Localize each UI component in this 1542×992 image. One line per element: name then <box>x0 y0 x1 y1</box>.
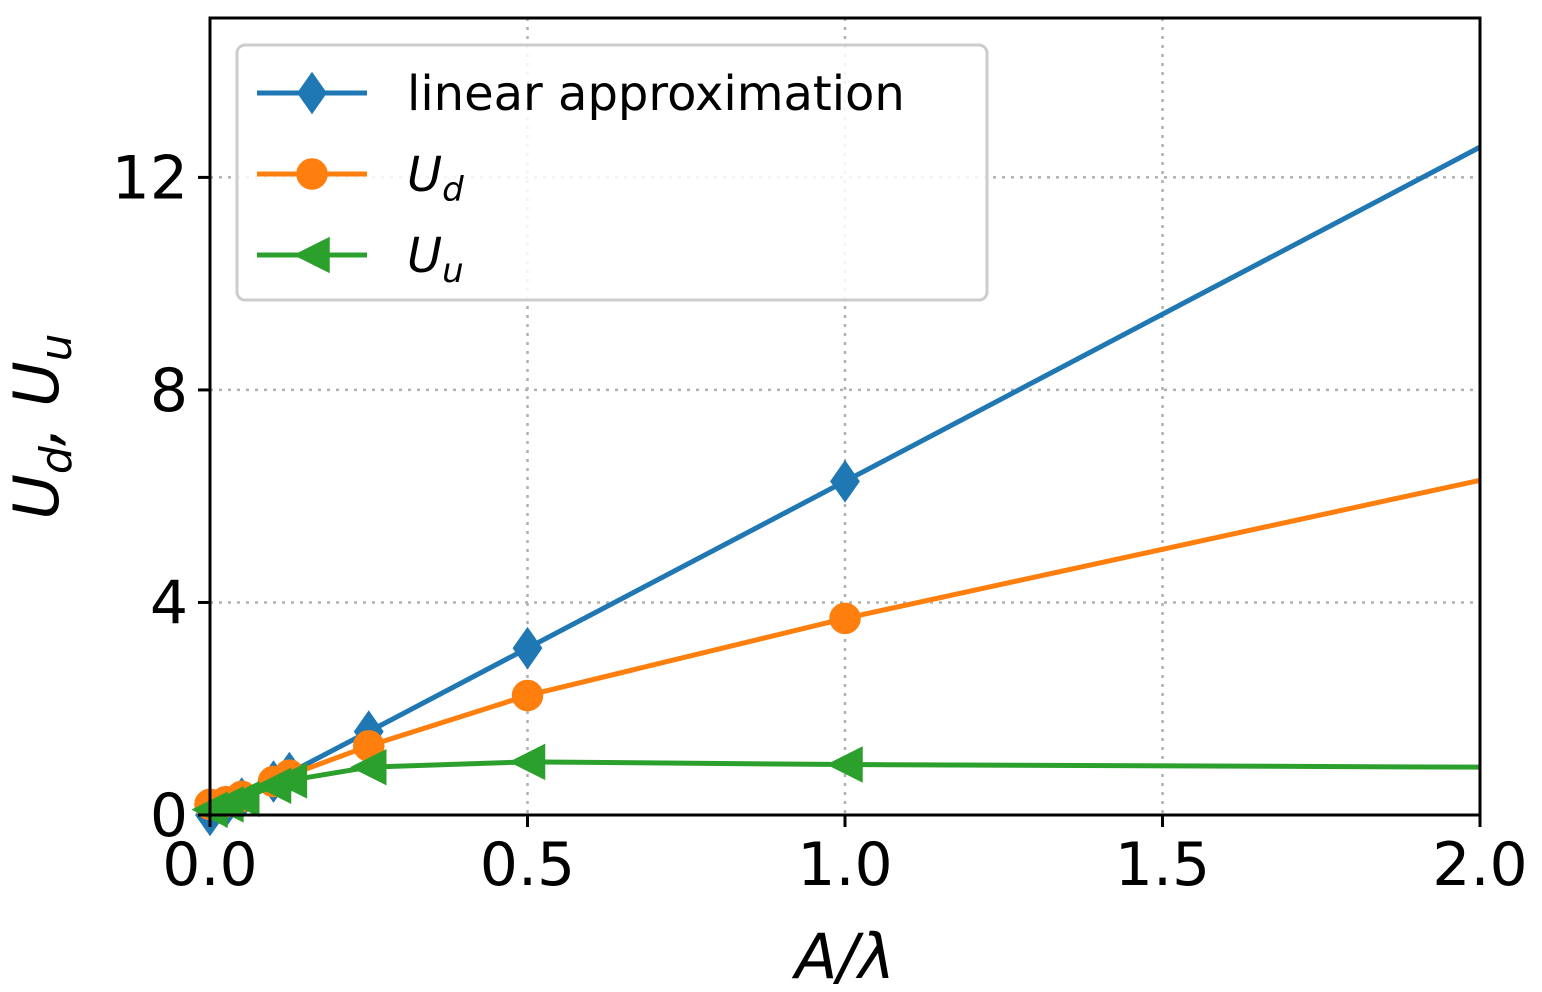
axis-ticks: 0.0 0.5 1.0 1.5 2.0 0 4 8 12 <box>112 143 1528 900</box>
x-tick-label: 1.0 <box>797 830 892 900</box>
data-point-linear-approximation-marker <box>830 460 860 503</box>
x-axis-label: A/λ <box>791 920 895 992</box>
legend-entry-u-d: Ud <box>257 147 464 210</box>
legend: linear approximation Ud Uu <box>235 43 989 302</box>
data-point-u-d-marker <box>511 679 544 712</box>
data-point-u-u-marker <box>223 780 260 818</box>
y-axis-label: Ud, Uu <box>0 333 82 519</box>
data-point-u-d-marker <box>829 602 861 635</box>
y-tick-label: 8 <box>150 356 188 426</box>
x-tick-label: 0.5 <box>480 830 575 900</box>
legend-entry-linear-approximation: linear approximation <box>257 66 905 122</box>
grid <box>210 18 1480 815</box>
data-point-u-u-marker <box>826 746 863 783</box>
x-tick-label: 1.5 <box>1115 830 1210 900</box>
data-point-u-u-marker <box>350 748 387 786</box>
legend-label-u-d: Ud <box>407 147 464 210</box>
series-markers-u-u <box>191 743 863 828</box>
legend-box <box>235 43 989 302</box>
y-tick-label: 12 <box>112 143 188 213</box>
y-tick-label: 0 <box>150 781 188 851</box>
x-tick-label: 2.0 <box>1432 830 1527 900</box>
x-tick-label: 0.0 <box>162 830 257 900</box>
y-tick-label: 4 <box>150 568 188 638</box>
legend-linear-approximation-marker <box>297 71 327 115</box>
data-point-u-u-marker <box>508 743 546 781</box>
legend-u-u-marker <box>293 236 330 274</box>
legend-label-u-u: Uu <box>407 228 464 291</box>
data-point-linear-approximation-marker <box>512 626 543 670</box>
data-point-u-u-marker <box>270 762 308 799</box>
legend-label-linear-approximation: linear approximation <box>407 66 905 122</box>
legend-entry-u-u: Uu <box>257 228 464 291</box>
legend-u-d-marker <box>296 158 328 190</box>
